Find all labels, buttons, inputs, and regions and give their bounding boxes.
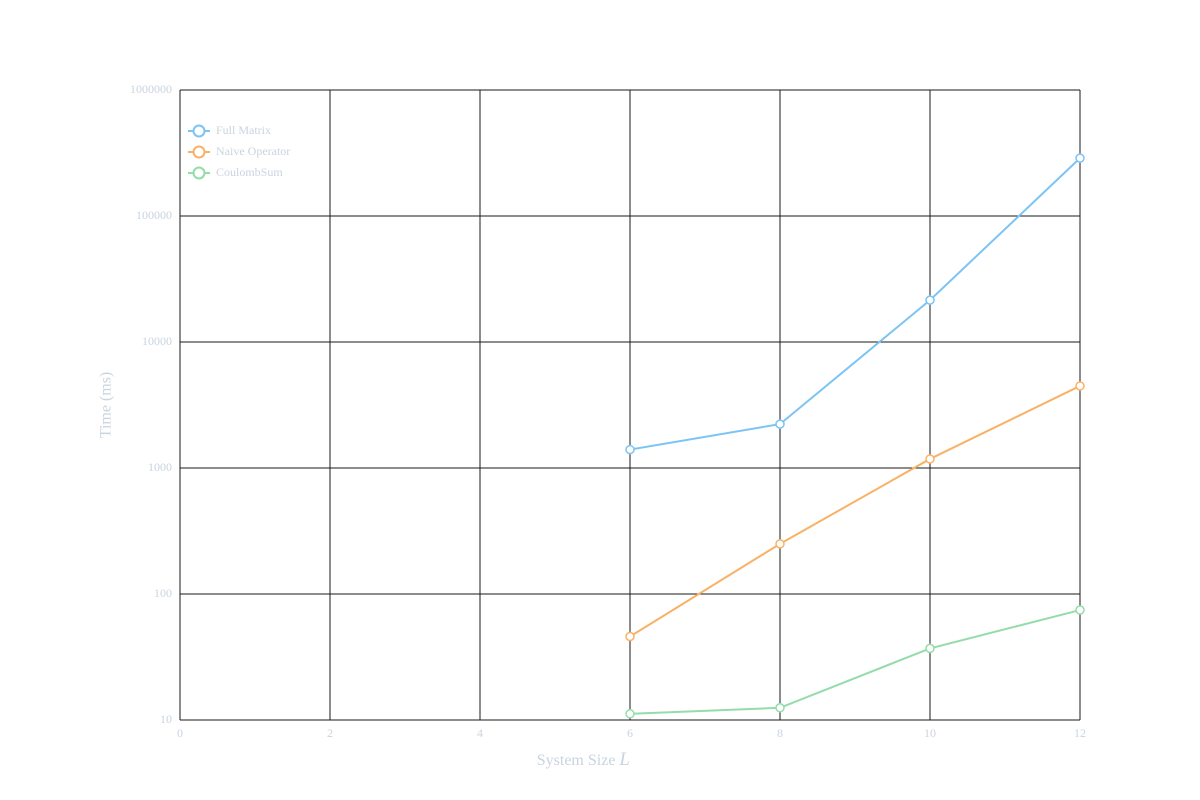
data-point: [625, 631, 635, 642]
x-tick-label: 10: [924, 726, 936, 740]
legend-label: Naive Operator: [216, 144, 290, 158]
legend-label: CoulombSum: [216, 165, 283, 179]
x-tick-label: 0: [177, 726, 183, 740]
data-point: [925, 454, 935, 464]
x-tick-label: 2: [327, 726, 333, 740]
data-point: [1075, 381, 1085, 391]
series-line: [629, 609, 1081, 715]
y-tick-label: 1000000: [130, 82, 172, 96]
data-point: [775, 539, 785, 549]
legend-item: Naive Operator: [188, 144, 290, 159]
y-tick-label: 1000: [148, 460, 172, 474]
data-point: [625, 444, 635, 455]
data-point: [625, 709, 635, 719]
data-point: [775, 419, 785, 429]
y-tick-label: 100: [154, 586, 172, 600]
legend-item: CoulombSum: [188, 165, 283, 180]
y-tick-label: 10: [160, 712, 172, 726]
y-axis-label: Time (ms): [98, 372, 115, 439]
y-tick-label: 100000: [136, 208, 172, 222]
x-axis-symbol: L: [618, 749, 630, 770]
legend-marker: [192, 166, 206, 180]
x-tick-label: 12: [1074, 726, 1086, 740]
data-point: [1075, 605, 1085, 615]
x-tick-label: 4: [477, 726, 483, 740]
data-point: [1075, 153, 1085, 163]
x-tick-label: 8: [777, 726, 783, 740]
x-axis-label-text: System Size: [537, 752, 616, 769]
data-point: [775, 703, 785, 713]
legend-marker: [192, 124, 206, 138]
series-line: [629, 385, 1081, 638]
data-point: [925, 295, 935, 305]
series-line: [629, 157, 1081, 451]
data-point: [925, 643, 935, 654]
x-axis-label: System Size L: [537, 749, 630, 770]
x-tick-label: 6: [627, 726, 633, 740]
legend-label: Full Matrix: [216, 123, 271, 137]
legend-item: Full Matrix: [188, 123, 271, 138]
y-tick-label: 10000: [142, 334, 172, 348]
legend-marker: [192, 145, 206, 159]
